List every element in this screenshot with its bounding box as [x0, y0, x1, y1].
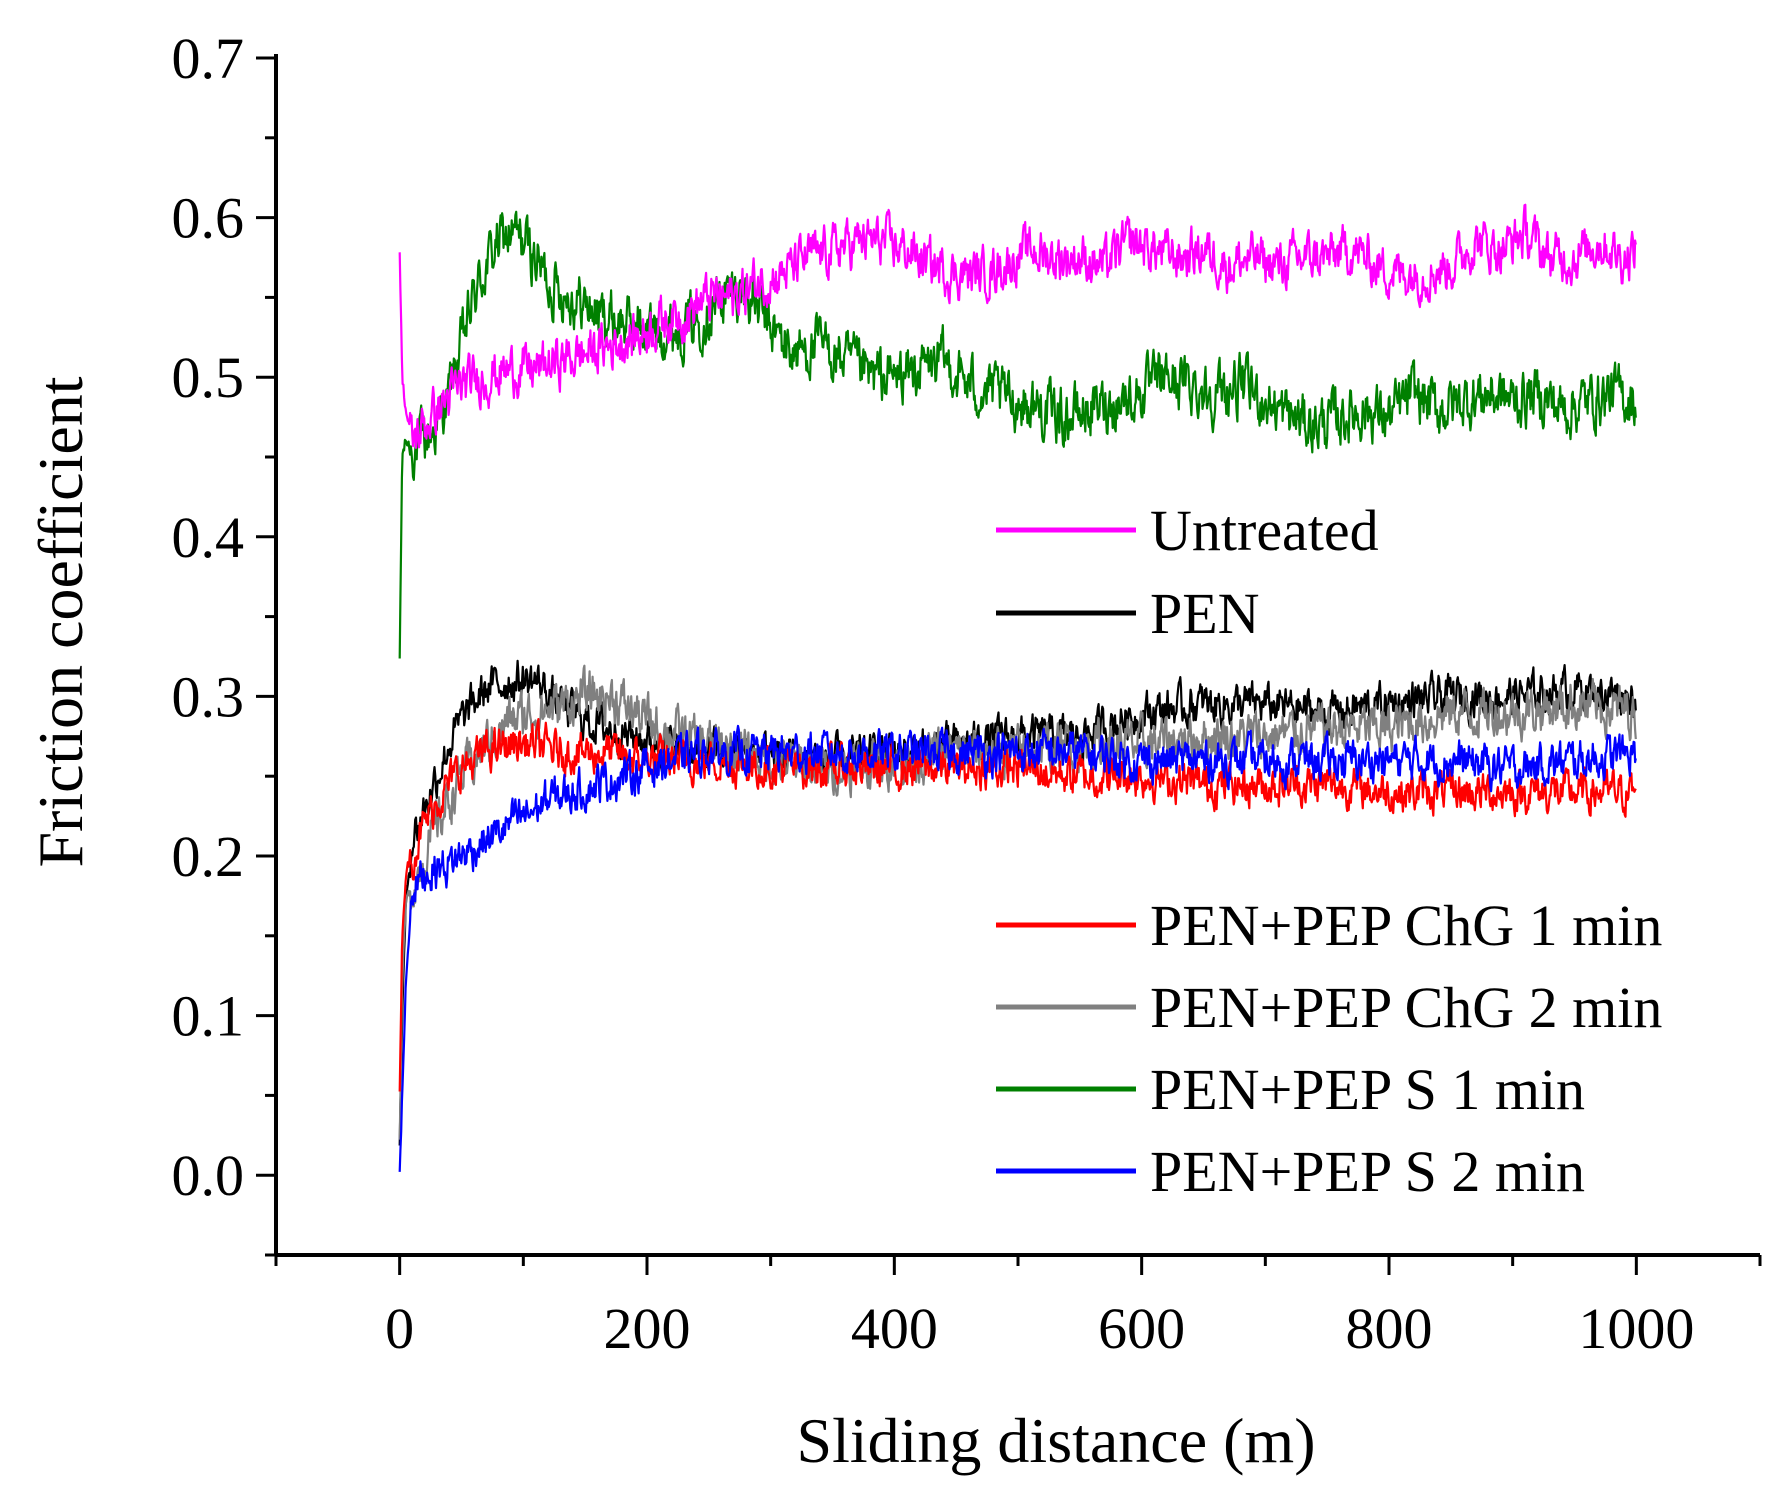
- series-line-untreated: [398, 203, 1637, 449]
- legend-label: PEN+PEP S 1 min: [1150, 1057, 1585, 1122]
- series-layer: [398, 203, 1637, 1172]
- legend-label: PEN+PEP ChG 1 min: [1150, 893, 1662, 958]
- x-tick-label: 1000: [1578, 1296, 1694, 1361]
- y-tick-label: 0.7: [172, 26, 245, 91]
- series-line-pen-pep-s-2-min: [398, 724, 1637, 1172]
- y-tick-label: 0.2: [172, 824, 245, 889]
- legend-label: Untreated: [1150, 498, 1379, 563]
- series-line-pen-pep-chg-2-min: [398, 664, 1637, 1140]
- legend-label: PEN+PEP S 2 min: [1150, 1139, 1585, 1204]
- legend-item: Untreated: [996, 498, 1379, 563]
- y-tick-label: 0.3: [172, 664, 245, 729]
- y-tick-label: 0.5: [172, 345, 245, 410]
- y-tick-label: 0.1: [172, 984, 245, 1049]
- x-axis-title: Sliding distance (m): [796, 1405, 1315, 1476]
- legend-item: PEN: [996, 581, 1260, 646]
- legend: Untreated PEN PEN+PEP ChG 1 min PEN+PEP ChG…: [996, 498, 1662, 1204]
- y-tick-label: 0.6: [172, 186, 245, 251]
- x-tick-label: 600: [1098, 1296, 1185, 1361]
- y-axis-title: Friction coefficient: [25, 376, 96, 867]
- legend-item: PEN+PEP ChG 2 min: [996, 975, 1662, 1040]
- y-tick-label: 0.4: [172, 505, 245, 570]
- y-tick-label: 0.0: [172, 1143, 245, 1208]
- x-tick-label: 200: [604, 1296, 691, 1361]
- x-tick-label: 800: [1346, 1296, 1433, 1361]
- axes-layer: 0.0 0.1 0.2 0.3 0.4 0.5 0.6 0.7 0 200 400 600 800 100…: [172, 26, 1762, 1361]
- legend-label: PEN+PEP ChG 2 min: [1150, 975, 1662, 1040]
- legend-item: PEN+PEP ChG 1 min: [996, 893, 1662, 958]
- series-line-pen-pep-chg-1-min: [398, 718, 1637, 1092]
- x-tick-label: 400: [851, 1296, 938, 1361]
- x-tick-label: 0: [385, 1296, 414, 1361]
- legend-label: PEN: [1150, 581, 1260, 646]
- legend-item: PEN+PEP S 1 min: [996, 1057, 1585, 1122]
- legend-item: PEN+PEP S 2 min: [996, 1139, 1585, 1204]
